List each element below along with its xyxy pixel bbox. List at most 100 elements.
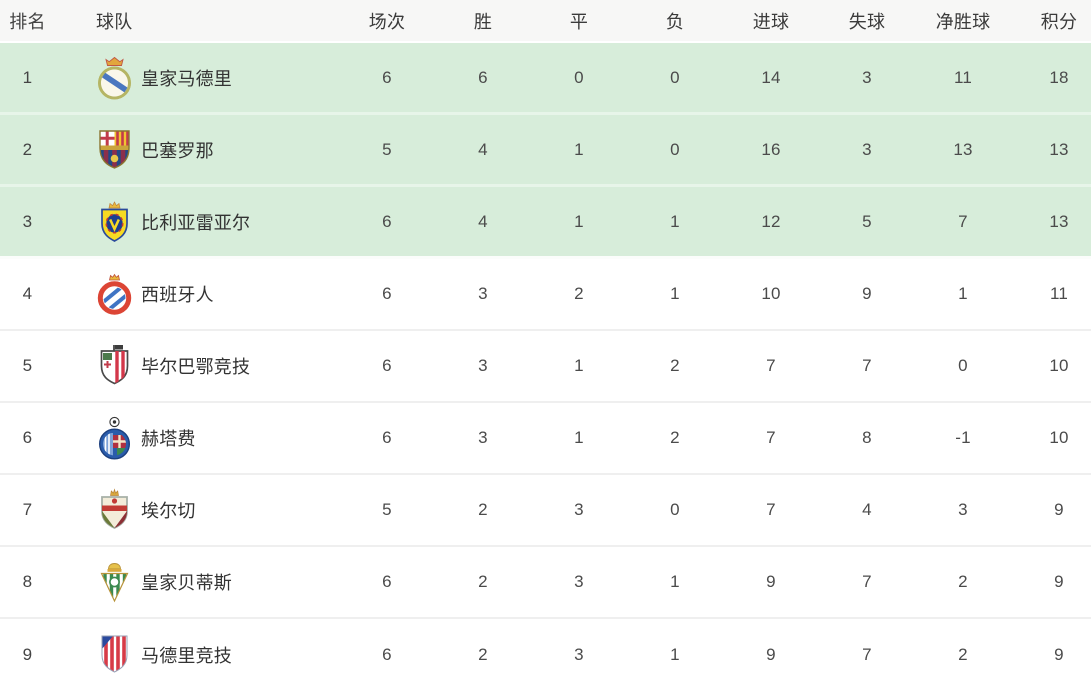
wins-cell: 3	[478, 428, 488, 447]
goal-diff-cell: 13	[953, 139, 973, 159]
column-header-6: 进球	[752, 11, 790, 32]
team-cell: 巴塞罗那	[55, 127, 339, 173]
table-row[interactable]: 3 比利亚雷亚尔 6 4 1 1 12 5 7 13	[0, 187, 1091, 259]
column-header-7: 失球	[848, 11, 886, 32]
table-body: 1 皇家马德里 6 6 0 0 14 3 11 18 2 巴塞罗那 5 4 1 0 16 3 13 13 3 比利亚雷亚尔…	[0, 43, 1091, 691]
matches-cell: 5	[382, 139, 392, 159]
goals-for-cell: 12	[761, 211, 781, 231]
goals-for-cell: 7	[766, 500, 776, 519]
losses-cell: 2	[670, 356, 680, 375]
team-name: 巴塞罗那	[141, 140, 214, 161]
draws-cell: 1	[574, 356, 584, 375]
team-cell: 埃尔切	[55, 487, 339, 533]
table-row[interactable]: 7 埃尔切 5 2 3 0 7 4 3 9	[0, 475, 1091, 547]
losses-cell: 1	[670, 284, 680, 303]
column-header-1: 球队	[96, 11, 133, 32]
matches-cell: 6	[382, 356, 392, 375]
wins-cell: 2	[478, 572, 488, 591]
points-cell: 9	[1054, 572, 1064, 591]
real-madrid-logo-icon	[96, 55, 132, 101]
table-row[interactable]: 1 皇家马德里 6 6 0 0 14 3 11 18	[0, 43, 1091, 115]
rank-cell: 6	[22, 428, 33, 447]
real-betis-logo-icon	[96, 559, 132, 605]
table-row[interactable]: 9 马德里竞技 6 2 3 1 9 7 2 9	[0, 619, 1091, 691]
column-header-2: 场次	[368, 11, 406, 32]
matches-cell: 6	[382, 572, 392, 591]
points-cell: 11	[1049, 284, 1069, 303]
losses-cell: 0	[670, 500, 680, 519]
team-name: 埃尔切	[141, 501, 196, 521]
draws-cell: 0	[574, 67, 584, 87]
points-cell: 10	[1049, 428, 1069, 447]
elche-logo-icon	[96, 487, 132, 533]
points-cell: 13	[1049, 211, 1069, 231]
team-cell: 比利亚雷亚尔	[55, 199, 339, 245]
team-name: 西班牙人	[141, 285, 214, 305]
athletic-bilbao-logo-icon	[96, 343, 132, 389]
wins-cell: 4	[478, 139, 488, 159]
goals-against-cell: 4	[862, 500, 872, 519]
goal-diff-cell: 1	[958, 284, 968, 303]
rank-cell: 2	[22, 139, 33, 159]
matches-cell: 6	[382, 428, 392, 447]
goals-against-cell: 3	[862, 139, 872, 159]
column-header-0: 排名	[9, 11, 46, 32]
goals-against-cell: 3	[862, 67, 872, 87]
table-row[interactable]: 5 毕尔巴鄂竞技 6 3 1 2 7 7 0 10	[0, 331, 1091, 403]
wins-cell: 2	[478, 500, 488, 519]
draws-cell: 3	[574, 645, 584, 664]
table-row[interactable]: 6 赫塔费 6 3 1 2 7 8 -1 10	[0, 403, 1091, 475]
wins-cell: 3	[478, 356, 488, 375]
losses-cell: 0	[670, 67, 680, 87]
rank-cell: 7	[22, 500, 33, 519]
rank-cell: 9	[22, 645, 33, 664]
goal-diff-cell: 0	[958, 356, 968, 375]
team-cell: 赫塔费	[55, 415, 339, 461]
points-cell: 10	[1049, 356, 1069, 375]
team-name: 赫塔费	[141, 429, 196, 449]
goal-diff-cell: 2	[958, 645, 968, 664]
team-name: 马德里竞技	[141, 646, 232, 666]
points-cell: 9	[1054, 645, 1064, 664]
column-header-9: 积分	[1040, 11, 1078, 32]
wins-cell: 6	[478, 67, 488, 87]
table-row[interactable]: 4 西班牙人 6 3 2 1 10 9 1 11	[0, 259, 1091, 331]
goals-for-cell: 16	[761, 139, 781, 159]
points-cell: 9	[1054, 500, 1064, 519]
losses-cell: 1	[670, 572, 680, 591]
goal-diff-cell: 7	[958, 211, 968, 231]
table-row[interactable]: 8 皇家贝蒂斯 6 2 3 1 9 7 2 9	[0, 547, 1091, 619]
team-name: 比利亚雷亚尔	[141, 212, 251, 233]
wins-cell: 3	[478, 284, 488, 303]
team-name: 毕尔巴鄂竞技	[141, 357, 251, 377]
goals-for-cell: 14	[761, 67, 781, 87]
barcelona-logo-icon	[96, 127, 132, 173]
goals-for-cell: 10	[761, 284, 781, 303]
rank-cell: 8	[22, 572, 33, 591]
team-cell: 皇家贝蒂斯	[55, 559, 339, 605]
goals-for-cell: 7	[766, 356, 776, 375]
draws-cell: 1	[574, 211, 584, 231]
table-row[interactable]: 2 巴塞罗那 5 4 1 0 16 3 13 13	[0, 115, 1091, 187]
rank-cell: 3	[22, 211, 33, 231]
column-header-8: 净胜球	[935, 11, 991, 32]
goals-against-cell: 5	[862, 211, 872, 231]
getafe-logo-icon	[96, 415, 132, 461]
draws-cell: 1	[574, 139, 584, 159]
espanyol-logo-icon	[96, 271, 132, 317]
draws-cell: 3	[574, 500, 584, 519]
team-name: 皇家马德里	[141, 68, 232, 89]
rank-cell: 5	[22, 356, 33, 375]
losses-cell: 1	[670, 211, 680, 231]
goal-diff-cell: -1	[955, 428, 971, 447]
draws-cell: 3	[574, 572, 584, 591]
team-name: 皇家贝蒂斯	[141, 573, 232, 593]
goals-against-cell: 7	[862, 645, 872, 664]
matches-cell: 6	[382, 284, 392, 303]
matches-cell: 5	[382, 500, 392, 519]
goals-for-cell: 9	[766, 572, 776, 591]
goals-for-cell: 7	[766, 428, 776, 447]
column-header-4: 平	[569, 11, 589, 32]
team-cell: 西班牙人	[55, 271, 339, 317]
